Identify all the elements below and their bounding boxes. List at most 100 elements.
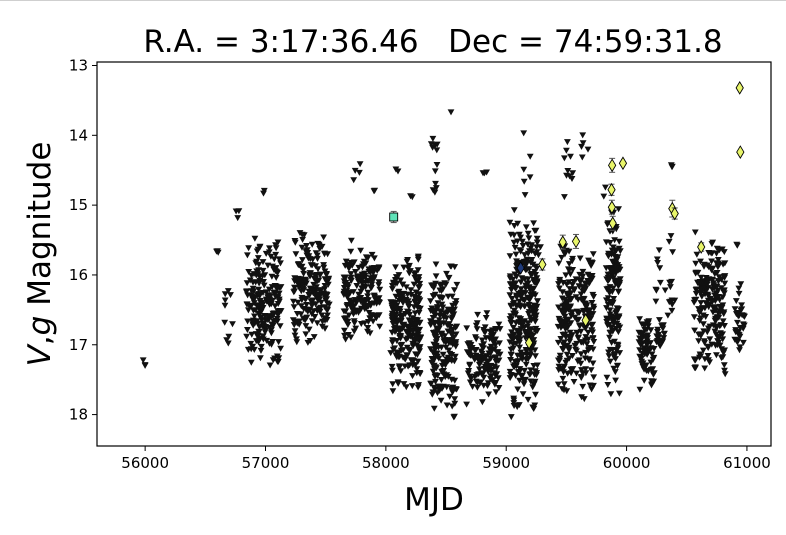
upper-limit-marker (248, 288, 255, 295)
upper-limit-marker (527, 351, 534, 358)
upper-limit-marker (525, 329, 533, 335)
upper-limit-marker (243, 289, 250, 296)
upper-limit-marker (696, 318, 704, 324)
upper-limit-marker (604, 295, 612, 302)
upper-limit-marker (532, 353, 539, 360)
upper-limit-marker (403, 352, 411, 359)
upper-limit-marker (244, 318, 251, 325)
detection-point (608, 157, 617, 173)
upper-limit-marker (429, 135, 437, 142)
upper-limit-marker (606, 240, 614, 246)
upper-limit-marker (506, 292, 514, 299)
upper-limit-marker (314, 255, 321, 262)
upper-limit-marker (249, 321, 257, 328)
upper-limit-marker (253, 248, 261, 255)
upper-limit-marker (515, 302, 523, 309)
upper-limit-marker (451, 396, 459, 403)
upper-limit-marker (734, 319, 741, 326)
upper-limit-marker (656, 265, 664, 272)
upper-limit-cluster (520, 130, 534, 199)
upper-limit-marker (713, 352, 720, 359)
upper-limit-marker (291, 288, 298, 295)
upper-limit-marker (291, 238, 299, 244)
upper-limit-marker (606, 274, 614, 281)
upper-limit-marker (472, 336, 480, 343)
upper-limit-marker (615, 238, 623, 245)
upper-limit-marker (524, 259, 531, 266)
upper-limit-marker (610, 365, 618, 372)
upper-limit-marker (407, 292, 415, 298)
upper-limit-marker (463, 325, 471, 332)
upper-limit-marker (302, 278, 309, 285)
upper-limit-marker (350, 259, 358, 266)
detection-diamond-marker (618, 156, 628, 171)
upper-limit-marker (427, 298, 434, 305)
upper-limit-marker (373, 300, 380, 307)
upper-limit-marker (415, 382, 422, 389)
upper-limit-marker (247, 359, 255, 366)
upper-limit-cluster (260, 187, 268, 197)
upper-limit-marker (351, 167, 359, 174)
upper-limit-marker (407, 318, 415, 325)
upper-limit-marker (578, 296, 585, 303)
upper-limit-marker (390, 326, 398, 333)
upper-limit-marker (590, 339, 598, 345)
upper-limit-marker (693, 286, 700, 293)
upper-limit-marker (471, 347, 479, 354)
upper-limit-marker (476, 366, 483, 373)
upper-limit-marker (510, 363, 517, 370)
upper-limit-marker (312, 301, 319, 308)
chart-title: R.A. = 3:17:36.46 Dec = 74:59:31.8 (143, 24, 722, 60)
upper-limit-marker (367, 315, 375, 322)
upper-limit-marker (293, 339, 301, 346)
upper-limit-marker (321, 325, 329, 332)
upper-limit-marker (519, 243, 527, 249)
upper-limit-marker (735, 285, 743, 292)
upper-limit-cluster (602, 206, 624, 398)
upper-limit-marker (261, 329, 269, 336)
upper-limit-marker (432, 273, 440, 280)
upper-limit-marker (526, 153, 534, 160)
upper-limit-marker (294, 281, 302, 288)
upper-limit-marker (473, 326, 481, 333)
upper-limit-marker (697, 353, 704, 360)
upper-limit-marker (589, 360, 597, 367)
upper-limit-marker (612, 351, 619, 358)
upper-limit-marker (396, 305, 404, 312)
upper-limit-marker (524, 323, 531, 330)
upper-limit-marker (566, 286, 574, 293)
upper-limit-marker (565, 304, 572, 311)
upper-limit-marker (534, 298, 541, 305)
upper-limit-cluster (652, 247, 664, 305)
upper-limit-marker (388, 329, 396, 336)
upper-limit-marker (567, 370, 575, 377)
upper-limit-marker (414, 267, 422, 274)
upper-limit-marker (407, 333, 414, 340)
upper-limit-marker (256, 324, 263, 331)
upper-limit-marker (565, 261, 573, 268)
upper-limit-marker (400, 290, 408, 297)
upper-limit-marker (371, 255, 378, 262)
upper-limit-marker (514, 386, 522, 393)
upper-limit-marker (291, 332, 299, 339)
upper-limit-marker (315, 242, 323, 249)
upper-limit-marker (409, 343, 417, 350)
upper-limit-cluster (213, 248, 222, 256)
y-tick-label: 16 (69, 266, 88, 284)
upper-limit-marker (719, 336, 727, 343)
upper-limit-marker (606, 307, 614, 314)
upper-limit-marker (248, 331, 256, 338)
y-axis-label-g: g (22, 316, 58, 336)
upper-limit-marker (436, 308, 444, 315)
upper-limit-marker (435, 344, 442, 351)
upper-limit-marker (573, 329, 581, 336)
detection-diamond-marker (581, 313, 590, 328)
upper-limit-marker (732, 337, 740, 344)
upper-limit-marker (303, 243, 310, 249)
upper-limit-marker (696, 309, 703, 316)
upper-limit-marker (559, 375, 567, 382)
upper-limit-marker (414, 384, 422, 391)
upper-limit-marker (395, 272, 403, 279)
upper-limit-marker (533, 265, 541, 272)
detection-diamond-marker (608, 158, 617, 173)
